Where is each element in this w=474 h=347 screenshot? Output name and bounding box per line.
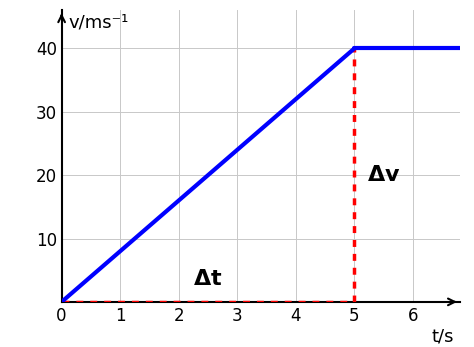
Text: v/ms⁻¹: v/ms⁻¹ — [69, 14, 129, 32]
Text: t/s: t/s — [431, 327, 454, 345]
Text: $\mathbf{\Delta t}$: $\mathbf{\Delta t}$ — [193, 269, 223, 289]
Text: $\mathbf{\Delta v}$: $\mathbf{\Delta v}$ — [367, 165, 401, 185]
